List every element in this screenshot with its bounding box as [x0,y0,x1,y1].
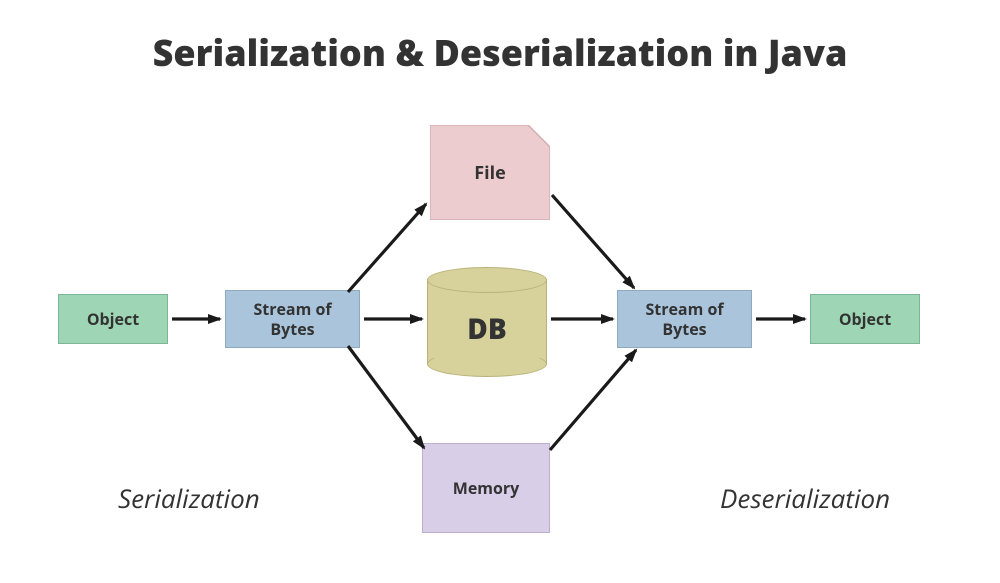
arrow-memory-to-stream_right [550,350,636,450]
arrow-file-to-stream_right [552,195,634,288]
node-stream-right: Stream ofBytes [617,290,752,348]
db-bottom-ellipse [427,351,547,377]
node-db: DB [427,267,547,377]
node-stream-left-label: Stream ofBytes [253,299,331,339]
node-object-left: Object [58,294,168,344]
arrow-stream_left-to-memory [348,346,424,448]
caption-deserialization: Deserialization [720,480,890,516]
node-memory: Memory [422,443,550,533]
node-file: File [430,125,550,220]
caption-serialization: Serialization [118,480,260,516]
node-db-label: DB [427,310,547,348]
arrow-stream_left-to-file [348,204,426,292]
page-title: Serialization & Deserialization in Java [0,28,1000,77]
node-object-right-label: Object [839,309,891,329]
node-memory-label: Memory [453,478,520,498]
node-file-label: File [474,161,506,185]
db-top-ellipse [427,267,547,293]
node-stream-right-label: Stream ofBytes [645,299,723,339]
node-object-right: Object [810,294,920,344]
node-stream-left: Stream ofBytes [225,290,360,348]
node-object-left-label: Object [87,309,139,329]
